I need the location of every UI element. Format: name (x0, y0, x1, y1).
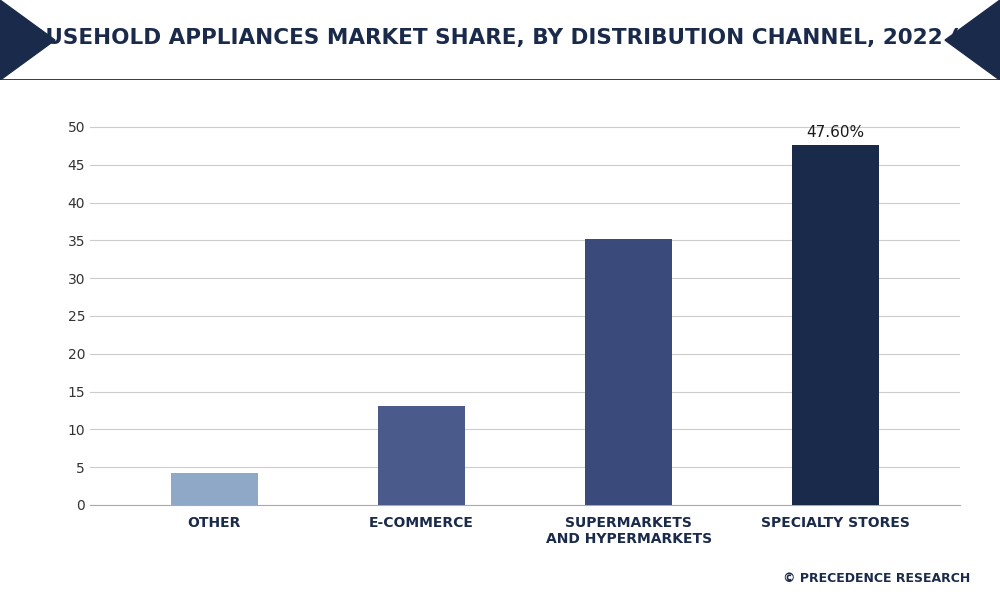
Bar (585, 239, 672, 505)
Bar (792, 145, 879, 505)
Text: © PRECEDENCE RESEARCH: © PRECEDENCE RESEARCH (783, 572, 970, 585)
Bar (378, 406, 465, 505)
Text: HOUSEHOLD APPLIANCES MARKET SHARE, BY DISTRIBUTION CHANNEL, 2022 (%): HOUSEHOLD APPLIANCES MARKET SHARE, BY DI… (9, 29, 991, 49)
Text: 47.60%: 47.60% (807, 125, 865, 140)
Polygon shape (0, 0, 55, 80)
Polygon shape (945, 0, 1000, 80)
Bar (171, 473, 258, 505)
